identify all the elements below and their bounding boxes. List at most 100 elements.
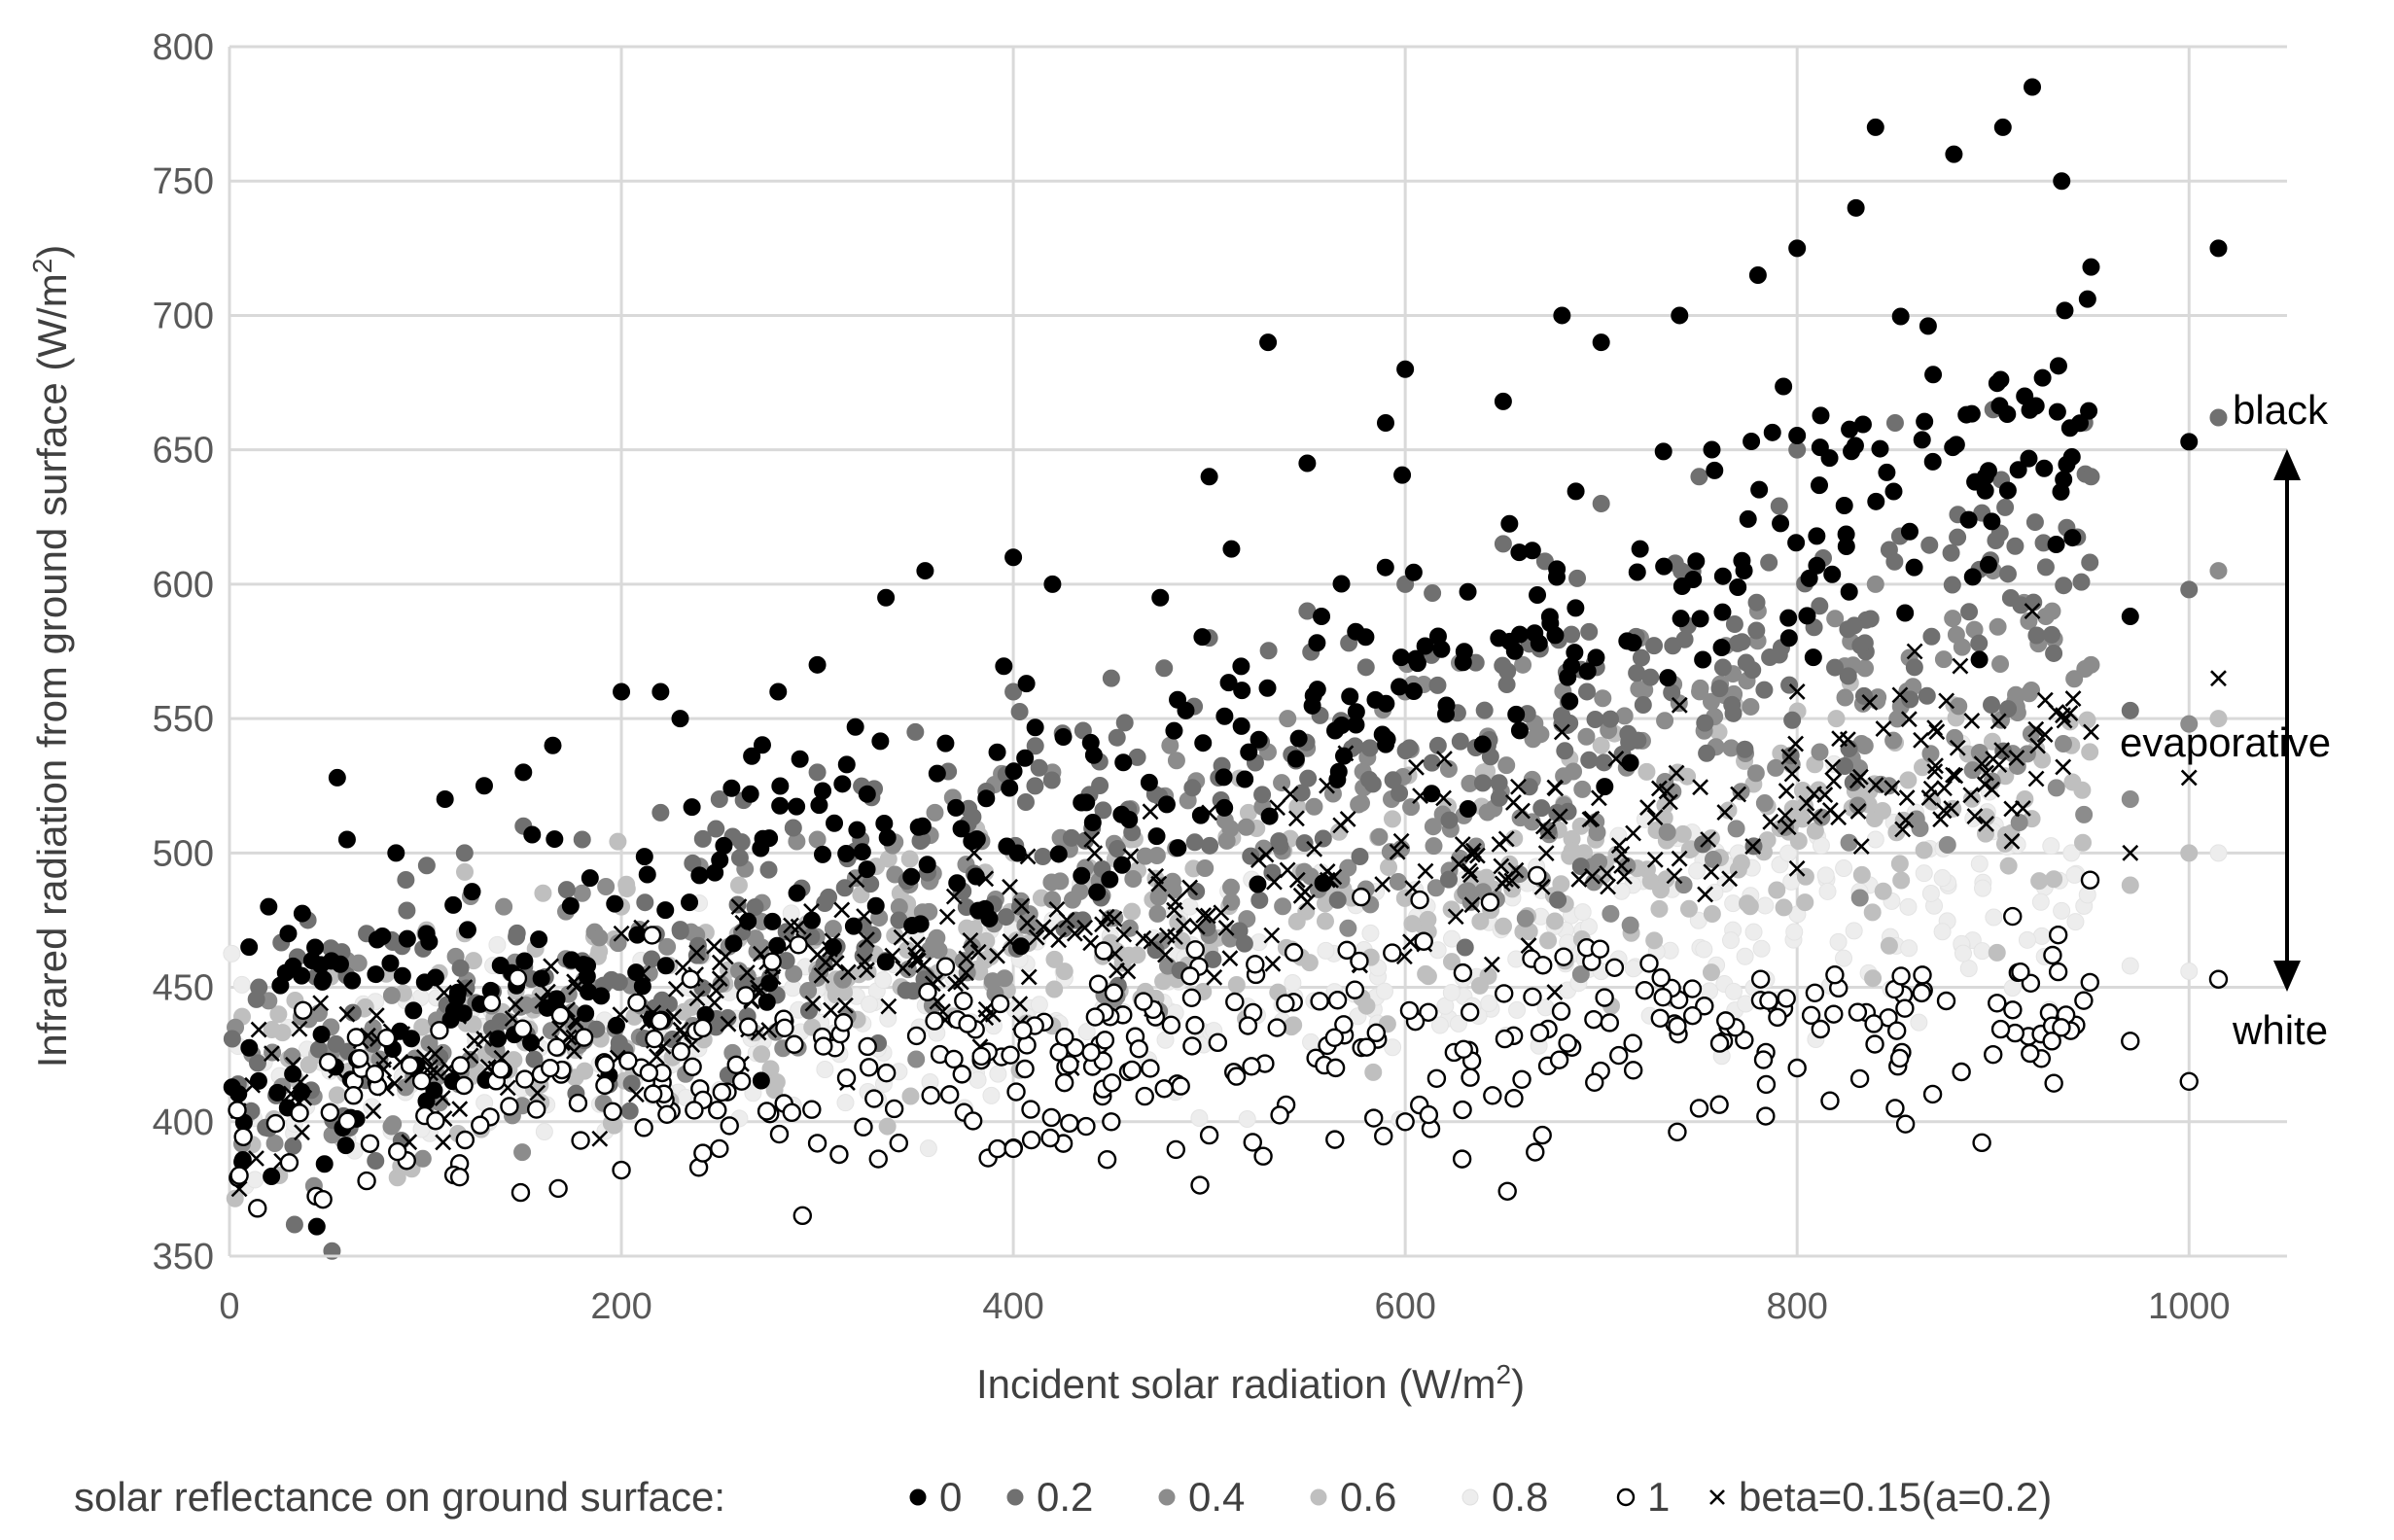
data-point-series-6 bbox=[1666, 867, 1683, 885]
data-point-series-5 bbox=[1102, 1073, 1122, 1093]
data-point-series-6 bbox=[2024, 603, 2041, 619]
data-point-series-0 bbox=[1083, 814, 1102, 832]
data-point-series-5 bbox=[775, 1018, 794, 1038]
data-point-series-2 bbox=[1425, 837, 1443, 856]
data-point-series-5 bbox=[1171, 1076, 1190, 1096]
data-point-series-0 bbox=[2049, 357, 2067, 375]
data-point-series-0 bbox=[656, 901, 675, 920]
data-point-series-5 bbox=[1003, 1138, 1023, 1159]
data-point-series-2 bbox=[808, 830, 827, 849]
data-point-series-4 bbox=[232, 975, 251, 994]
data-point-series-0 bbox=[1546, 626, 1565, 645]
data-point-series-0 bbox=[1654, 442, 1672, 461]
data-point-series-6 bbox=[1551, 808, 1568, 825]
y-tick-label: 450 bbox=[153, 968, 214, 1009]
data-point-series-1 bbox=[808, 763, 827, 782]
data-point-series-3 bbox=[609, 832, 627, 851]
data-point-series-4 bbox=[1933, 869, 1952, 888]
data-point-series-3 bbox=[1796, 893, 1814, 912]
data-point-series-5 bbox=[1609, 1045, 1629, 1066]
data-point-series-5 bbox=[1936, 991, 1956, 1011]
data-point-series-0 bbox=[1916, 412, 1934, 431]
legend-marker bbox=[1616, 1488, 1636, 1507]
data-point-series-5 bbox=[1497, 1181, 1517, 1201]
data-point-series-0 bbox=[562, 951, 581, 969]
data-point-series-5 bbox=[1374, 1126, 1393, 1146]
data-point-series-3 bbox=[534, 884, 552, 902]
data-point-series-1 bbox=[620, 1102, 639, 1120]
data-point-series-6 bbox=[1824, 758, 1842, 776]
data-point-series-6 bbox=[1777, 807, 1794, 824]
data-point-series-4 bbox=[1384, 1038, 1402, 1057]
data-point-series-6 bbox=[1461, 862, 1478, 880]
data-point-series-5 bbox=[320, 1102, 340, 1122]
data-point-series-5 bbox=[1891, 966, 1911, 986]
data-point-series-5 bbox=[1134, 992, 1153, 1011]
data-point-series-0 bbox=[1347, 703, 1365, 721]
data-point-series-6 bbox=[969, 943, 987, 961]
data-point-series-3 bbox=[1962, 789, 1981, 808]
data-point-series-1 bbox=[710, 790, 728, 809]
data-point-series-3 bbox=[1915, 841, 1933, 859]
data-point-series-0 bbox=[1561, 692, 1579, 711]
data-point-series-6 bbox=[394, 1026, 411, 1043]
data-point-series-3 bbox=[1154, 972, 1173, 991]
data-point-series-0 bbox=[1219, 674, 1238, 692]
data-point-series-5 bbox=[1350, 951, 1369, 971]
data-point-series-2 bbox=[2075, 805, 2094, 823]
data-point-series-0 bbox=[1540, 608, 1559, 626]
data-point-series-1 bbox=[1270, 832, 1288, 851]
data-point-series-0 bbox=[1236, 770, 1254, 788]
data-point-series-1 bbox=[2209, 408, 2228, 427]
data-point-series-6 bbox=[688, 990, 706, 1007]
data-point-series-3 bbox=[1827, 710, 1846, 728]
data-point-series-1 bbox=[1918, 686, 1936, 705]
data-point-series-0 bbox=[1919, 317, 1937, 335]
data-point-series-3 bbox=[2081, 743, 2099, 761]
data-point-series-2 bbox=[1934, 650, 1953, 669]
data-point-series-6 bbox=[1094, 916, 1110, 933]
data-point-series-5 bbox=[2080, 870, 2100, 890]
data-point-series-1 bbox=[1428, 676, 1447, 694]
data-point-series-0 bbox=[1289, 729, 1308, 748]
data-point-series-1 bbox=[1351, 848, 1369, 866]
data-point-series-6 bbox=[451, 1101, 469, 1118]
data-point-series-0 bbox=[2048, 402, 2066, 421]
data-point-series-0 bbox=[671, 710, 689, 728]
x-tick-label: 1000 bbox=[2148, 1286, 2231, 1327]
data-point-series-0 bbox=[810, 796, 828, 815]
data-point-series-1 bbox=[1451, 732, 1469, 751]
data-point-series-0 bbox=[1530, 634, 1548, 652]
data-point-series-0 bbox=[1671, 306, 1689, 325]
data-point-series-6 bbox=[1463, 896, 1481, 914]
data-point-series-1 bbox=[1885, 414, 1904, 433]
data-point-series-5 bbox=[789, 935, 808, 955]
data-point-series-3 bbox=[1645, 931, 1664, 950]
data-point-series-5 bbox=[1824, 1004, 1844, 1024]
data-point-series-5 bbox=[1181, 988, 1202, 1008]
data-point-series-6 bbox=[1913, 731, 1929, 749]
data-point-series-5 bbox=[450, 1056, 471, 1075]
data-point-series-5 bbox=[248, 1199, 267, 1218]
data-point-series-6 bbox=[1412, 788, 1428, 805]
data-point-series-0 bbox=[848, 821, 866, 839]
data-point-series-5 bbox=[1777, 989, 1796, 1008]
data-point-series-2 bbox=[1947, 625, 1965, 644]
data-point-series-0 bbox=[1788, 239, 1807, 258]
data-point-series-6 bbox=[823, 1001, 839, 1019]
data-point-series-1 bbox=[1641, 668, 1660, 686]
data-point-series-2 bbox=[1621, 916, 1639, 934]
data-point-series-6 bbox=[760, 1022, 778, 1038]
data-point-series-3 bbox=[1045, 950, 1064, 968]
data-point-series-5 bbox=[265, 1113, 286, 1134]
data-point-series-5 bbox=[1530, 1023, 1550, 1043]
data-point-series-0 bbox=[1073, 866, 1091, 885]
data-point-series-5 bbox=[1886, 1021, 1907, 1040]
y-tick-label: 500 bbox=[153, 833, 214, 874]
data-point-series-1 bbox=[1839, 667, 1857, 685]
y-axis-title-sup: 2 bbox=[27, 259, 57, 274]
data-point-series-0 bbox=[1194, 734, 1213, 752]
data-point-series-0 bbox=[1341, 687, 1359, 706]
data-point-series-0 bbox=[1510, 625, 1529, 644]
data-point-series-6 bbox=[1546, 984, 1564, 1000]
